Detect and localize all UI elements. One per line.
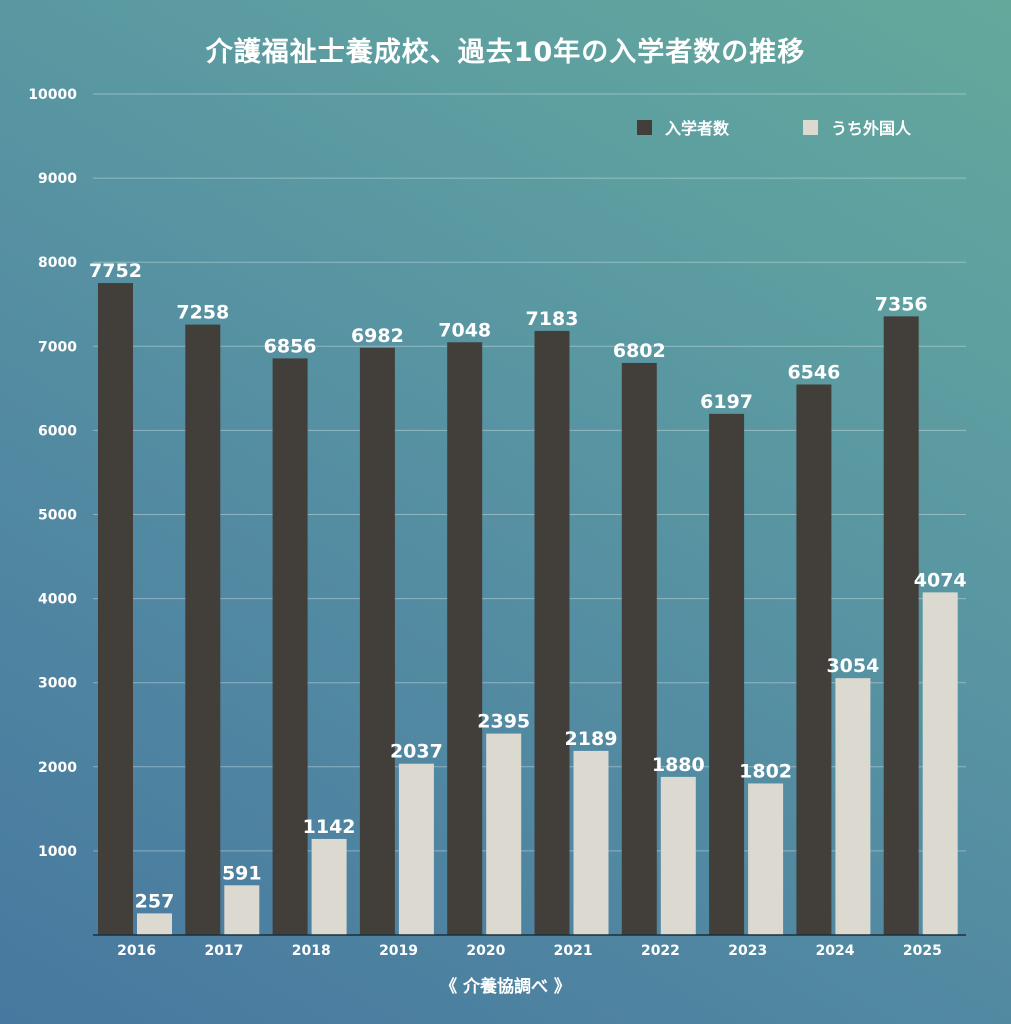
value-label-enrollment: 6546: [787, 361, 840, 383]
y-tick-label: 2000: [38, 760, 77, 776]
bar-enrollment: [621, 362, 657, 936]
bar-enrollment: [709, 413, 745, 936]
bar-foreign: [398, 763, 434, 935]
chart-title: 介護福祉士養成校、過去10年の入学者数の推移: [205, 37, 806, 68]
value-label-enrollment: 6802: [613, 340, 666, 362]
value-label-foreign: 1802: [739, 760, 792, 782]
bar-foreign: [922, 592, 958, 935]
bar-enrollment: [272, 358, 308, 935]
y-tick-label: 3000: [38, 676, 77, 692]
bar-foreign: [835, 678, 871, 935]
bar-enrollment: [98, 283, 133, 936]
x-tick-label: 2016: [117, 943, 156, 959]
x-tick-label: 2022: [641, 943, 680, 959]
value-label-foreign: 257: [135, 890, 175, 912]
legend-label: うち外国人: [831, 119, 912, 138]
y-tick-label: 7000: [38, 339, 77, 355]
y-tick-label: 5000: [38, 508, 77, 524]
bar-foreign: [573, 750, 609, 935]
value-label-enrollment: 7752: [89, 260, 142, 282]
bar-foreign: [486, 733, 522, 935]
value-label-foreign: 591: [222, 862, 262, 884]
x-tick-label: 2019: [379, 943, 418, 959]
x-tick-label: 2021: [554, 943, 593, 959]
legend-swatch: [637, 120, 652, 135]
x-tick-label: 2024: [816, 943, 855, 959]
y-tick-label: 8000: [38, 255, 77, 271]
value-label-foreign: 3054: [826, 655, 879, 677]
bar-foreign: [748, 783, 784, 935]
y-tick-label: 4000: [38, 592, 77, 608]
value-label-enrollment: 6856: [264, 335, 317, 357]
x-tick-label: 2023: [728, 943, 767, 959]
y-tick-label: 10000: [28, 87, 77, 103]
legend-label: 入学者数: [665, 119, 730, 138]
bar-enrollment: [359, 347, 395, 935]
source-note: 《 介養協調べ 》: [440, 977, 571, 997]
value-label-enrollment: 6197: [700, 391, 753, 413]
x-tick-label: 2025: [903, 943, 942, 959]
value-label-foreign: 2395: [477, 711, 530, 733]
y-tick-label: 1000: [38, 844, 77, 860]
y-tick-label: 6000: [38, 423, 77, 439]
bar-foreign: [660, 776, 696, 935]
bar-enrollment: [534, 330, 570, 936]
bar-enrollment: [447, 342, 483, 936]
value-label-enrollment: 7356: [875, 293, 928, 315]
bar-foreign: [224, 885, 260, 935]
x-tick-label: 2018: [292, 943, 331, 959]
value-label-enrollment: 7258: [176, 302, 229, 324]
bar-enrollment: [185, 324, 221, 936]
legend-swatch: [803, 120, 818, 135]
x-tick-label: 2017: [204, 943, 243, 959]
x-tick-label: 2020: [466, 943, 505, 959]
value-label-foreign: 4074: [914, 569, 967, 591]
bar-enrollment: [883, 316, 919, 935]
value-label-enrollment: 7183: [526, 308, 579, 330]
value-label-foreign: 1142: [303, 816, 356, 838]
y-tick-label: 9000: [38, 171, 77, 187]
value-label-enrollment: 6982: [351, 325, 404, 347]
bar-enrollment: [796, 384, 832, 935]
value-label-foreign: 2189: [565, 728, 618, 750]
bar-foreign: [311, 838, 347, 935]
value-label-foreign: 1880: [652, 754, 705, 776]
value-label-foreign: 2037: [390, 741, 443, 763]
bar-foreign: [137, 913, 172, 935]
value-label-enrollment: 7048: [438, 319, 491, 341]
